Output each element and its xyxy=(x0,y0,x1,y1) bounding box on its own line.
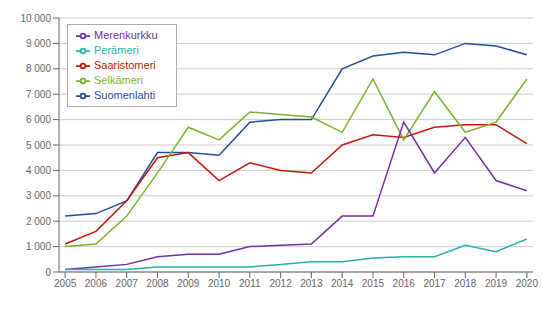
svg-text:3 000: 3 000 xyxy=(26,190,51,201)
html-text:Suomenlahti: Suomenlahti xyxy=(94,89,156,102)
svg-text:2014: 2014 xyxy=(331,278,354,289)
html-text:Merenkurkku: Merenkurkku xyxy=(94,29,158,41)
html-text:Perämeri: Perämeri xyxy=(94,44,139,57)
svg-text:6 000: 6 000 xyxy=(26,114,51,125)
html-text:Selkämeri: Selkämeri xyxy=(94,74,143,87)
svg-text:2008: 2008 xyxy=(146,278,169,289)
svg-text:5 000: 5 000 xyxy=(26,140,51,151)
svg-text:2018: 2018 xyxy=(454,278,477,289)
svg-text:8 000: 8 000 xyxy=(26,63,51,74)
svg-text:10 000: 10 000 xyxy=(20,13,51,24)
svg-text:2005: 2005 xyxy=(54,278,77,289)
svg-text:2011: 2011 xyxy=(239,278,261,289)
svg-text:2010: 2010 xyxy=(208,278,231,289)
html-text:Saaristomeri: Saaristomeri xyxy=(94,59,156,72)
svg-text:2017: 2017 xyxy=(423,278,446,289)
svg-text:2009: 2009 xyxy=(177,278,200,289)
svg-text:7 000: 7 000 xyxy=(26,89,51,100)
svg-text:2006: 2006 xyxy=(85,278,108,289)
svg-text:2019: 2019 xyxy=(485,278,508,289)
svg-text:2016: 2016 xyxy=(393,278,416,289)
svg-text:9 000: 9 000 xyxy=(26,38,51,49)
svg-text:1 000: 1 000 xyxy=(26,241,51,252)
svg-text:2013: 2013 xyxy=(300,278,323,289)
svg-text:2012: 2012 xyxy=(269,278,292,289)
svg-text:2007: 2007 xyxy=(116,278,139,289)
svg-text:2 000: 2 000 xyxy=(26,216,51,227)
svg-text:2015: 2015 xyxy=(362,278,385,289)
svg-text:2020: 2020 xyxy=(516,278,539,289)
svg-text:0: 0 xyxy=(45,267,51,278)
svg-text:4 000: 4 000 xyxy=(26,165,51,176)
